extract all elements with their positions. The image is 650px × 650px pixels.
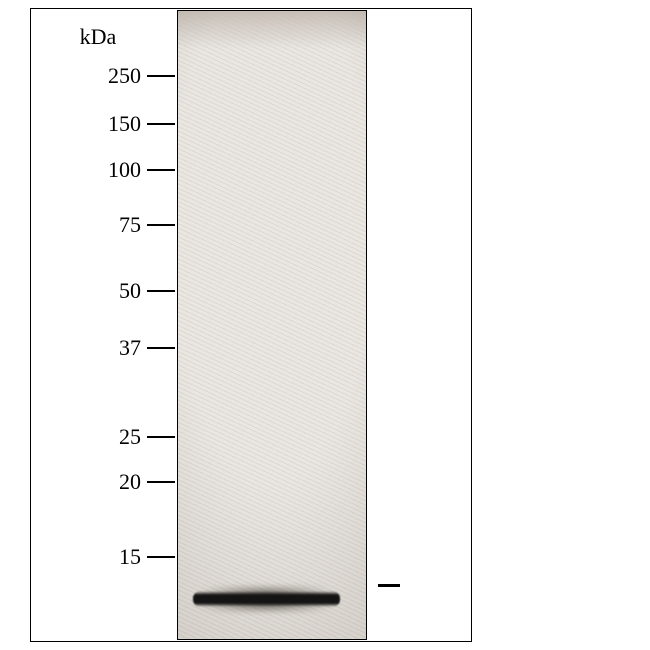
ladder-label: 150: [71, 111, 141, 137]
ladder-label: 15: [71, 544, 141, 570]
ladder-tick: [147, 169, 175, 171]
ladder-tick: [147, 436, 175, 438]
ladder-label: 37: [71, 335, 141, 361]
blot-figure: kDa 250 150 100 75 50 37 25 20 15: [0, 0, 650, 650]
ladder-tick: [147, 123, 175, 125]
ladder-tick: [147, 556, 175, 558]
gel-lane: [177, 10, 367, 640]
ladder-tick: [147, 75, 175, 77]
ladder-label: 100: [71, 157, 141, 183]
ladder-label: 50: [71, 278, 141, 304]
ladder-tick: [147, 347, 175, 349]
ladder-tick: [147, 224, 175, 226]
ladder-label: 25: [71, 424, 141, 450]
unit-label-kda: kDa: [68, 24, 128, 50]
ladder-tick: [147, 290, 175, 292]
ladder-label: 20: [71, 469, 141, 495]
ladder-label: 75: [71, 212, 141, 238]
main-band: [193, 591, 340, 607]
lane-background: [178, 11, 366, 639]
ladder-tick: [147, 481, 175, 483]
band-indicator-tick: [378, 584, 400, 587]
ladder-label: 250: [71, 63, 141, 89]
